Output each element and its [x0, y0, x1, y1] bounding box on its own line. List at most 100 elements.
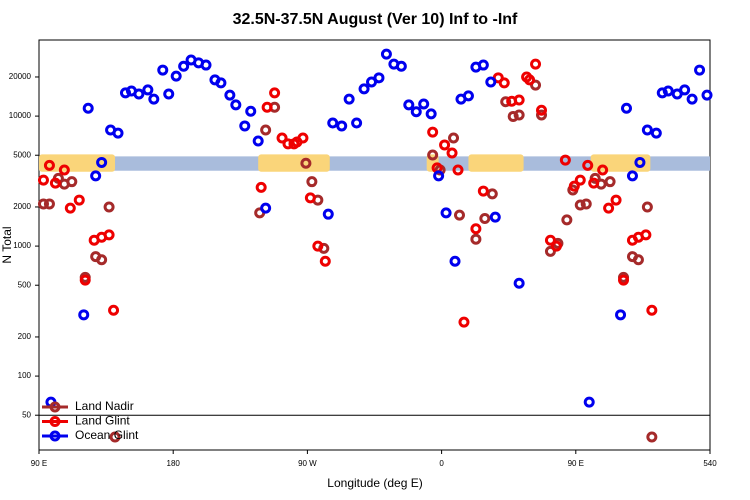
point	[66, 176, 78, 188]
point	[300, 157, 312, 169]
y-tick-label: 50	[22, 410, 31, 419]
point	[343, 93, 355, 105]
point	[351, 117, 363, 129]
point	[112, 127, 124, 139]
point	[78, 309, 90, 321]
band-highlight	[258, 154, 330, 172]
point	[448, 132, 460, 144]
point	[260, 124, 272, 136]
point	[142, 84, 154, 96]
plot-frame	[38, 39, 711, 451]
chart-title: 32.5N-37.5N August (Ver 10) Inf to -Inf	[233, 11, 518, 28]
point	[679, 84, 691, 96]
point	[489, 211, 501, 223]
point	[641, 201, 653, 213]
point	[568, 180, 580, 192]
point	[513, 94, 525, 106]
point	[170, 70, 182, 82]
x-tick-label: 90 E	[568, 459, 584, 468]
x-axis-title: Longitude (deg E)	[327, 476, 422, 490]
legend-marker	[49, 416, 61, 427]
point	[536, 109, 548, 121]
point	[597, 164, 609, 176]
y-axis-title: N Total	[0, 226, 14, 263]
point	[574, 199, 586, 211]
point	[440, 207, 452, 219]
point	[524, 74, 536, 86]
point	[43, 198, 55, 210]
point	[686, 93, 698, 105]
point	[90, 170, 102, 182]
point	[604, 176, 616, 188]
point	[252, 135, 264, 147]
point	[82, 102, 94, 114]
point	[446, 147, 458, 159]
point	[626, 170, 638, 182]
point	[452, 164, 464, 176]
legend-label: Ocean Glint	[75, 428, 139, 442]
point	[500, 96, 512, 108]
point	[610, 194, 622, 206]
y-tick-label: 200	[18, 332, 32, 341]
point	[322, 208, 334, 220]
point	[312, 240, 324, 252]
point	[544, 234, 556, 246]
y-tick-label: 5000	[13, 150, 31, 159]
band-highlight	[39, 154, 116, 172]
point	[701, 89, 713, 101]
point	[530, 58, 542, 70]
y-tick-label: 10000	[9, 111, 32, 120]
point	[103, 229, 115, 241]
point	[79, 274, 91, 286]
point	[620, 102, 632, 114]
point	[336, 120, 348, 132]
point	[410, 106, 422, 118]
point	[319, 255, 331, 267]
point	[507, 110, 519, 122]
point	[49, 177, 61, 189]
point	[64, 202, 76, 214]
point	[224, 89, 236, 101]
point	[646, 304, 658, 316]
point	[215, 77, 227, 89]
point	[245, 105, 257, 117]
point	[477, 59, 489, 71]
y-tick-label: 1000	[13, 241, 31, 250]
y-tick-label: 500	[18, 280, 32, 289]
point	[580, 198, 592, 210]
point	[255, 181, 267, 193]
point	[178, 60, 190, 72]
point	[403, 99, 415, 111]
point	[449, 255, 461, 267]
point	[574, 174, 586, 186]
point	[470, 233, 482, 245]
point	[133, 88, 145, 100]
point	[453, 209, 465, 221]
point	[239, 120, 251, 132]
point	[530, 79, 542, 91]
point	[634, 156, 646, 168]
point	[297, 132, 309, 144]
point	[230, 99, 242, 111]
point	[427, 126, 439, 138]
band	[39, 156, 710, 171]
point	[433, 170, 445, 182]
legend-marker	[49, 430, 61, 442]
x-tick-label: 540	[703, 459, 717, 468]
point	[306, 176, 318, 188]
point	[559, 154, 571, 166]
point	[618, 274, 630, 286]
point	[640, 229, 652, 241]
point	[427, 149, 439, 161]
point	[544, 245, 556, 257]
point	[109, 431, 121, 443]
point	[157, 64, 169, 76]
point	[358, 83, 370, 95]
point	[646, 431, 658, 443]
point	[582, 159, 594, 171]
y-tick-label: 100	[18, 371, 32, 380]
point	[641, 124, 653, 136]
point	[470, 223, 482, 235]
point	[43, 159, 55, 171]
point	[395, 60, 407, 72]
